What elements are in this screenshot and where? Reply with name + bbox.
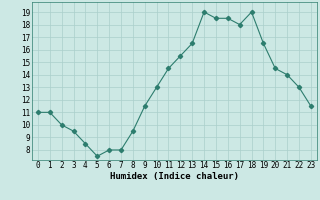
X-axis label: Humidex (Indice chaleur): Humidex (Indice chaleur) — [110, 172, 239, 181]
